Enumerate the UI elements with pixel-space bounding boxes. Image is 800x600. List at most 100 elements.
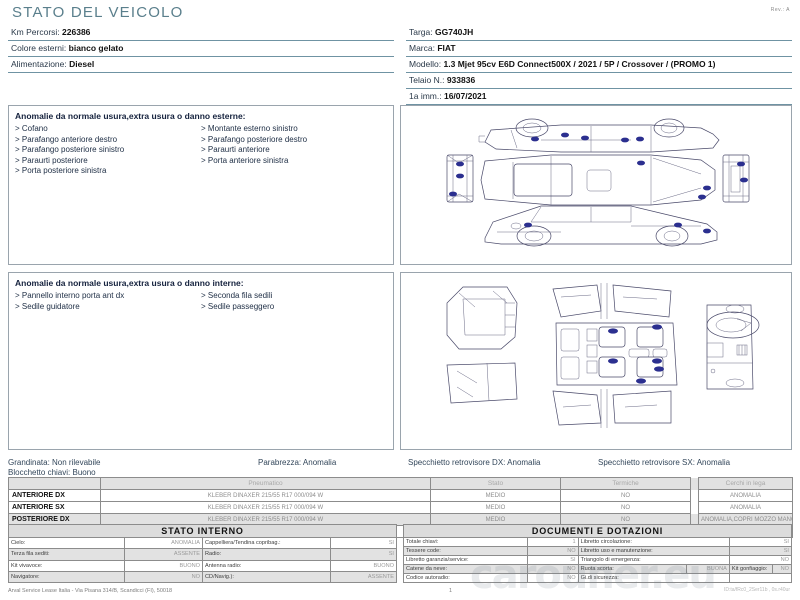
list-item: Parafango posteriore destro [201,135,387,146]
damage-marker [524,222,532,228]
list-item: Parafango anteriore destro [15,135,201,146]
damage-marker [608,358,618,364]
field-value: 226386 [62,27,91,37]
condition-summary: Grandinata: Non rilevabile Parabrezza: A… [8,458,792,478]
list-item: Pannello interno porta ant dx [15,291,201,302]
field-label: Alimentazione: [11,59,67,69]
row-value: NO [527,546,579,556]
page-number: 1 [448,588,452,594]
interior-door-panel-view [706,304,760,390]
spacer [690,477,699,490]
damage-marker [703,228,711,234]
field-label: Colore esterni: [11,43,67,53]
row-value: SI [527,555,579,565]
page-title: STATO DEL VEICOLO [12,4,184,21]
row-key: Libretto circolazione: [577,537,730,547]
external-anomalies-col2: Montante esterno sinistro Parafango post… [201,124,387,177]
vehicle-info-left: Km Percorsi: 226386 Colore esterni: bian… [8,25,400,105]
row-value: SI [330,536,397,550]
col-termiche: Termiche [560,477,691,490]
table-row: POSTERIORE DX KLEBER DINAXER 215/55 R17 … [8,513,793,526]
row-key: Cappelliera/Tendina copribag.: [201,536,332,550]
damage-marker [636,136,644,142]
row-value: ANOMALIA [124,536,203,550]
damage-marker [654,366,664,372]
field-colore-esterni: Colore esterni: bianco gelato [8,41,394,57]
spacer [690,513,699,526]
documenti-dotazioni-table: DOCUMENTI E DOTAZIONI Totale chiavi: 1 L… [402,524,793,583]
summary-specchietto-sx: Specchietto retrovisore SX: Anomalia [598,458,731,467]
damage-marker [674,222,682,228]
tire-stato: MEDIO [430,489,561,502]
row-value: BUONO [124,559,203,572]
damage-marker [581,135,589,141]
tire-stato: MEDIO [430,513,561,526]
damage-marker [703,185,711,191]
table-row: Terza fila sediti: ASSENTE Radio: SI [7,548,397,561]
interior-damage-diagram [400,272,792,450]
table-header-row: Pneumatico Stato Termiche Cerchi in lega [8,477,793,490]
row-value: BUONO [330,559,397,572]
row-value: NO [771,564,793,574]
list-item: Cofano [15,124,201,135]
damage-marker [637,160,645,166]
external-anomalies-panel: Anomalie da normale usura,extra usura o … [8,105,394,265]
interior-dashboard-view [446,286,518,350]
table-row: Cielo: ANOMALIA Cappelliera/Tendina copr… [7,536,397,550]
row-key: Triangolo di emergenza: [577,555,730,565]
interior-diagram-svg [446,283,760,428]
col-cerchi: Cerchi in lega [698,477,793,490]
stato-interno-title: STATO INTERNO [8,524,397,537]
internal-anomalies-lists: Pannello interno porta ant dx Sedile gui… [9,291,393,312]
damage-marker [531,136,539,142]
table-row: Totale chiavi: 1 Libretto circolazione: … [402,537,793,547]
row-key: Libretto uso e manutenzione: [577,546,730,556]
row-value [728,573,793,583]
row-key: Kit vivavoce: [7,559,126,572]
table-row: Codice autoradio: NO Gi.di sicurezza: [402,573,793,583]
field-label: Marca: [409,43,435,53]
damage-marker [456,161,464,167]
list-item: Parafango posteriore sinistro [15,145,201,156]
list-item: Paraurti anteriore [201,145,387,156]
tire-spec: KLEBER DINAXER 215/55 R17 000/094 W [100,501,431,514]
field-modello: Modello: 1.3 Mjet 95cv E6D Connect500X /… [406,57,792,73]
col-pneumatico: Pneumatico [100,477,431,490]
table-row: Catene da neve: NO Ruota scorta: BUONA K… [402,564,793,574]
row-value: BUONA [686,564,730,574]
damage-marker [652,358,662,364]
damage-marker [737,161,745,167]
damage-marker [449,191,457,197]
vehicle-info-header: Km Percorsi: 226386 Colore esterni: bian… [8,25,792,105]
tire-stato: MEDIO [430,501,561,514]
damage-marker [456,173,464,179]
damage-marker [636,378,646,384]
table-row: Tessere code: NO Libretto uso e manutenz… [402,546,793,556]
damage-marker [561,132,569,138]
exterior-diagram-svg [446,118,750,247]
car-top-view [478,118,720,153]
footer-address: Arval Service Lease Italia - Via Pisana … [8,588,173,594]
row-key: Tessere code: [402,546,529,556]
external-anomalies-col1: Cofano Parafango anteriore destro Parafa… [15,124,201,177]
damage-marker [740,177,748,183]
tire-position: POSTERIORE DX [8,513,101,526]
vehicle-info-right: Targa: GG740JH Marca: FIAT Modello: 1.3 … [400,25,792,105]
table-row: ANTERIORE SX KLEBER DINAXER 215/55 R17 0… [8,501,793,514]
internal-anomalies-title: Anomalie da normale usura,extra usura o … [15,278,244,288]
field-value: 933836 [446,75,476,85]
field-value: bianco gelato [68,43,124,53]
car-front-view [446,154,474,203]
col-position [8,477,101,490]
field-alimentazione: Alimentazione: Diesel [8,57,394,73]
field-marca: Marca: FIAT [406,41,792,57]
page-footer: Arval Service Lease Italia - Via Pisana … [8,588,792,594]
damage-marker [698,194,706,200]
field-label: 1a imm.: [409,91,442,101]
damage-marker [608,328,618,334]
interior-boot-view [446,362,518,404]
tire-termiche: NO [560,513,691,526]
summary-blocchetto-chiavi: Blocchetto chiavi: Buono [8,468,96,477]
field-targa: Targa: GG740JH [406,25,792,41]
